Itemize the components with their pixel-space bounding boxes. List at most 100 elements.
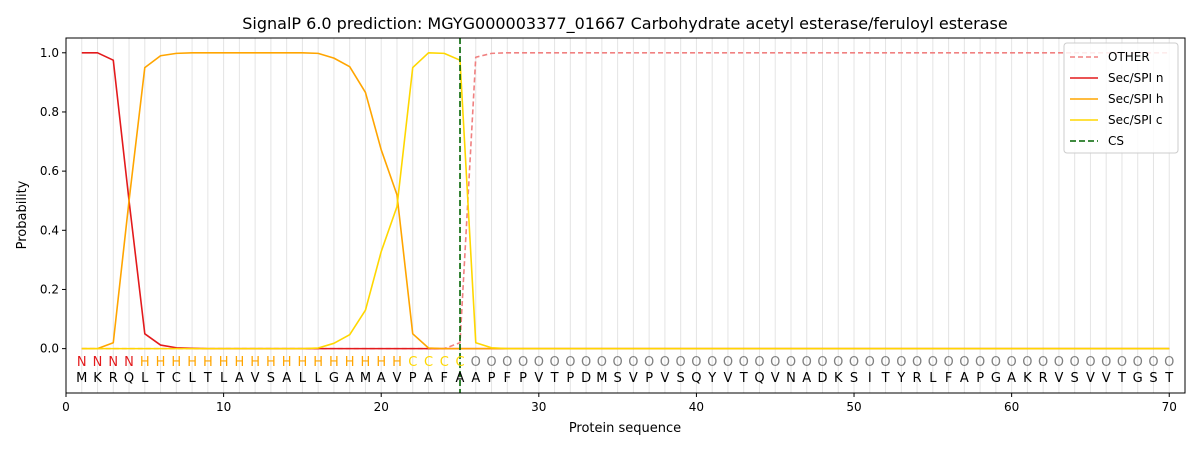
region-label: H [282,355,292,370]
region-label: O [802,355,812,370]
residue-label: S [1149,371,1157,386]
region-label: O [896,355,906,370]
region-label: O [1164,355,1174,370]
x-axis: 0 10 20 30 40 50 60 70 [62,393,1177,414]
residue-label: D [817,371,827,386]
region-label: O [1117,355,1127,370]
region-label: O [502,355,512,370]
region-label: O [1022,355,1032,370]
x-tick-label: 40 [689,400,704,414]
region-label: C [408,355,417,370]
region-label: H [203,355,213,370]
region-label: C [424,355,433,370]
residue-label: L [299,371,307,386]
legend: OTHER Sec/SPI n Sec/SPI h Sec/SPI c CS [1063,42,1179,154]
region-label: O [723,355,733,370]
residue-label: A [282,371,291,386]
residue-label: P [409,371,417,386]
x-tick-label: 0 [62,400,70,414]
region-label: O [534,355,544,370]
region-label: O [518,355,528,370]
region-label: O [943,355,953,370]
region-label: H [298,355,308,370]
series-line-sec-spi-n [81,51,1170,350]
region-label: O [880,355,890,370]
legend-box [1063,42,1179,154]
residue-label: V [534,371,543,386]
region-label: O [691,355,701,370]
region-label: O [549,355,559,370]
residue-label: Q [124,371,134,386]
residue-label: P [645,371,653,386]
chart-title: SignalP 6.0 prediction: MGYG000003377_01… [242,14,1007,34]
residue-label: R [1039,371,1048,386]
region-label: O [1133,355,1143,370]
residue-label: T [156,371,165,386]
residue-label: P [519,371,527,386]
residue-label: V [251,371,260,386]
region-label: N [124,355,134,370]
y-axis: 0.0 0.2 0.4 0.6 0.8 1.0 [40,46,66,356]
residue-label: P [976,371,984,386]
region-label: O [849,355,859,370]
legend-label: Sec/SPI h [1108,92,1163,106]
residue-label: A [802,371,811,386]
region-label: O [707,355,717,370]
region-label: O [770,355,780,370]
region-label: O [660,355,670,370]
residue-label: R [109,371,118,386]
region-label: O [754,355,764,370]
residue-label: K [93,371,102,386]
region-label: O [1148,355,1158,370]
region-label: O [1007,355,1017,370]
region-label: H [266,355,276,370]
region-label: H [250,355,260,370]
region-label: O [928,355,938,370]
residue-label: S [1071,371,1079,386]
residue-label: P [566,371,574,386]
region-label: H [376,355,386,370]
legend-label: Sec/SPI n [1108,71,1163,85]
x-tick-label: 10 [216,400,231,414]
residue-label: L [315,371,323,386]
x-tick-label: 60 [1004,400,1019,414]
region-label: C [455,355,464,370]
region-label: O [597,355,607,370]
region-label: O [1085,355,1095,370]
residue-label: T [881,371,890,386]
residue-label: L [220,371,228,386]
region-label: H [171,355,181,370]
grid-lines [81,38,1170,393]
residue-label: A [235,371,244,386]
residue-label: A [471,371,480,386]
residue-label: A [960,371,969,386]
residue-label: C [172,371,181,386]
series-line-sec-spi-c [81,51,1170,350]
residue-label: S [613,371,621,386]
residue-label: T [739,371,748,386]
residue-label: I [868,371,872,386]
plot-frame [65,37,1186,394]
region-label: O [912,355,922,370]
residue-label: T [550,371,559,386]
residue-label: R [913,371,922,386]
x-tick-label: 70 [1162,400,1177,414]
legend-label: OTHER [1108,50,1150,64]
region-label: O [817,355,827,370]
x-tick-label: 30 [531,400,546,414]
region-label: H [219,355,229,370]
region-label: O [1038,355,1048,370]
x-axis-label: Protein sequence [569,421,681,436]
residue-label: M [596,371,607,386]
residue-label: G [329,371,339,386]
residue-label: L [929,371,937,386]
region-label: O [486,355,496,370]
residue-label: V [1054,371,1063,386]
residue-label: F [504,371,511,386]
residue-label: V [393,371,402,386]
region-label: H [361,355,371,370]
region-label: O [628,355,638,370]
region-label: O [959,355,969,370]
region-label: O [739,355,749,370]
